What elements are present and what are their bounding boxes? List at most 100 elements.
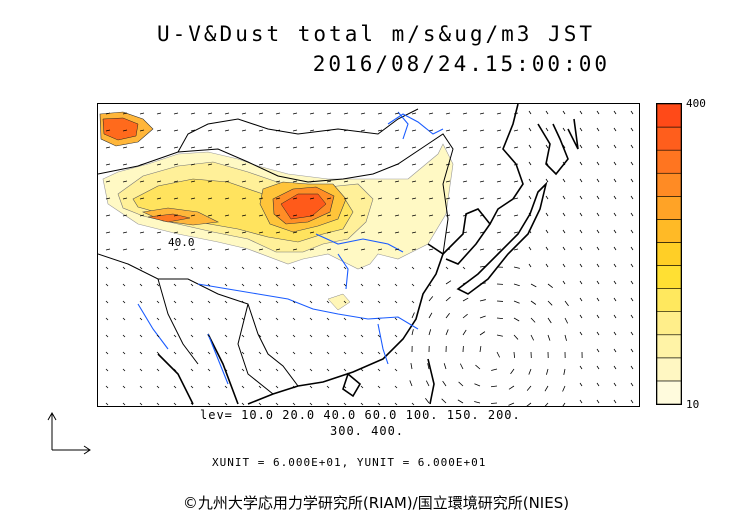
wind-vector <box>360 112 366 115</box>
wind-vector <box>445 129 451 132</box>
wind-vector <box>496 129 502 132</box>
wind-vector <box>427 363 430 370</box>
wind-vector <box>139 112 145 115</box>
wind-vector <box>513 112 519 115</box>
wind-vector <box>394 368 398 372</box>
wind-vector <box>479 112 485 115</box>
colorbar-step <box>656 219 682 243</box>
dust-concentration-fill <box>99 111 454 311</box>
wind-vector <box>156 334 160 338</box>
wind-vector <box>309 163 315 166</box>
wind-vector <box>309 214 315 217</box>
wind-vector <box>462 163 468 166</box>
colorbar-max-label: 400 <box>686 97 706 110</box>
wind-vector <box>343 112 349 115</box>
wind-vector <box>411 300 415 304</box>
wind-vector <box>630 246 634 251</box>
wind-vector <box>462 231 468 234</box>
wind-vector <box>613 365 617 370</box>
rivers <box>137 111 444 385</box>
wind-vector <box>630 212 634 217</box>
wind-vector <box>513 351 515 359</box>
wind-vector <box>360 248 366 251</box>
wind-vector <box>173 283 177 287</box>
wind-vector <box>326 180 332 183</box>
wind-vector <box>309 197 315 200</box>
wind-vector <box>173 248 179 251</box>
wind-vector <box>258 231 264 234</box>
wind-vector <box>596 144 600 149</box>
wind-vector <box>122 214 128 217</box>
wind-vector <box>479 214 485 217</box>
wind-vector <box>394 112 400 115</box>
wind-vector <box>528 212 532 217</box>
wind-vector <box>292 112 298 115</box>
wind-vector <box>343 334 347 338</box>
wind-vector <box>258 368 262 372</box>
wind-vector <box>224 368 228 372</box>
wind-vector <box>309 266 313 270</box>
wind-vector <box>258 300 262 304</box>
wind-vector <box>613 144 617 149</box>
wind-vector <box>122 112 128 115</box>
wind-vector <box>513 300 520 304</box>
wind-vector <box>309 112 315 115</box>
wind-vector <box>496 214 502 217</box>
wind-vector <box>326 163 332 166</box>
wind-vector <box>173 334 177 338</box>
wind-vector <box>207 385 211 389</box>
wind-vector <box>224 266 228 270</box>
wind-vector <box>613 229 617 234</box>
wind-vector <box>258 214 264 217</box>
wind-vector <box>630 280 634 285</box>
wind-vector <box>596 229 600 234</box>
wind-vector <box>411 146 417 149</box>
wind-vector <box>630 263 634 268</box>
wind-vector <box>258 283 262 287</box>
wind-vector <box>360 317 364 321</box>
wind-vector <box>528 229 532 234</box>
wind-vector <box>360 351 364 355</box>
wind-vector <box>513 283 520 287</box>
wind-vector <box>224 231 230 234</box>
wind-vector <box>394 197 400 200</box>
wind-vector <box>630 399 634 404</box>
wind-vector <box>258 112 264 115</box>
wind-vector <box>490 385 498 388</box>
wind-vector <box>445 180 451 183</box>
colorbar-step <box>656 172 682 197</box>
wind-vector <box>546 368 549 375</box>
wind-vector <box>105 368 109 372</box>
wind-vector <box>579 127 583 132</box>
wind-vector <box>190 351 194 355</box>
wind-vector <box>105 180 111 183</box>
wind-vector <box>207 214 213 217</box>
wind-vector <box>156 317 160 321</box>
wind-vector <box>241 368 245 372</box>
wind-vector <box>241 180 247 183</box>
wind-vector <box>457 399 464 404</box>
wind-vector <box>613 314 617 319</box>
wind-vector <box>275 317 279 321</box>
wind-vector <box>411 402 415 406</box>
wind-vector <box>326 368 330 372</box>
wind-vector <box>613 127 617 132</box>
wind-vector <box>224 197 230 200</box>
wind-vector <box>508 402 515 406</box>
wind-vector <box>275 368 279 372</box>
wind-vector <box>513 248 519 251</box>
wind-vector <box>190 163 196 166</box>
wind-vector <box>292 248 298 251</box>
wind-vector <box>562 178 566 183</box>
wind-vector <box>190 180 196 183</box>
wind-vector <box>394 146 400 149</box>
wind-vector <box>377 180 383 183</box>
wind-vector <box>292 351 296 355</box>
units-text: XUNIT = 6.000E+01, YUNIT = 6.000E+01 <box>212 456 487 469</box>
wind-vector <box>224 129 230 132</box>
wind-vector <box>122 402 126 406</box>
wind-vector <box>343 180 349 183</box>
wind-vector <box>562 229 566 234</box>
wind-vector <box>596 382 600 387</box>
wind-vector <box>377 112 383 115</box>
